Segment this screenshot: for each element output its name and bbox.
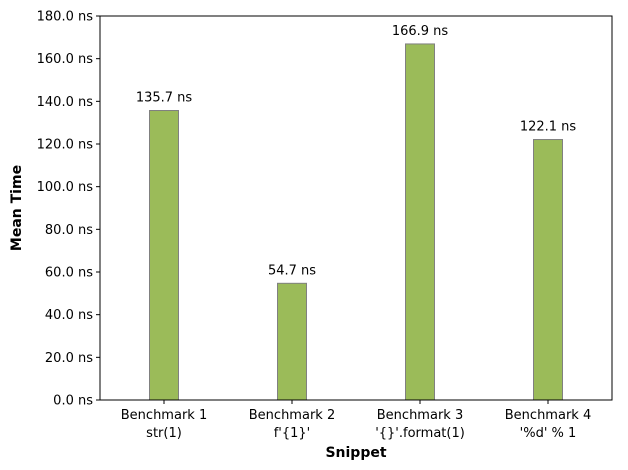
y-tick-label: 40.0 ns (45, 308, 93, 323)
y-axis-label: Mean Time (9, 165, 25, 251)
y-tick-label: 120.0 ns (37, 138, 94, 153)
bar-data-label: 54.7 ns (268, 263, 316, 278)
plot-frame (99, 15, 613, 401)
y-tick-label: 180.0 ns (37, 10, 94, 25)
x-tick-label-name: Benchmark 4 (505, 408, 591, 423)
bar-data-label: 166.9 ns (392, 24, 449, 39)
x-tick-label-snippet: f'{1}' (274, 426, 311, 441)
y-tick-label: 100.0 ns (37, 180, 94, 195)
plot-area: 0.0 ns 20.0 ns 40.0 ns 60.0 ns 80.0 ns 100.0 … (37, 10, 592, 442)
y-tick-label: 60.0 ns (45, 266, 93, 281)
x-axis-label: Snippet (325, 445, 386, 461)
y-tick-label: 160.0 ns (37, 52, 94, 67)
bar-data-label: 122.1 ns (520, 120, 577, 135)
y-tick-label: 140.0 ns (37, 95, 94, 110)
bar (149, 110, 179, 401)
bar (533, 139, 563, 401)
x-tick-label-name: Benchmark 1 (121, 408, 207, 423)
x-tick-label-snippet: '{}'.format(1) (375, 426, 465, 441)
x-tick-label-name: Benchmark 3 (377, 408, 463, 423)
bar-data-label: 135.7 ns (136, 91, 193, 106)
bar (405, 43, 435, 401)
y-tick-label: 20.0 ns (45, 351, 93, 366)
y-tick-label: 0.0 ns (53, 394, 93, 409)
x-tick-label-snippet: '%d' % 1 (520, 426, 577, 441)
x-tick-label-name: Benchmark 2 (249, 408, 335, 423)
x-tick-label-snippet: str(1) (146, 426, 182, 441)
y-tick-label: 80.0 ns (45, 223, 93, 238)
bar (277, 282, 307, 401)
